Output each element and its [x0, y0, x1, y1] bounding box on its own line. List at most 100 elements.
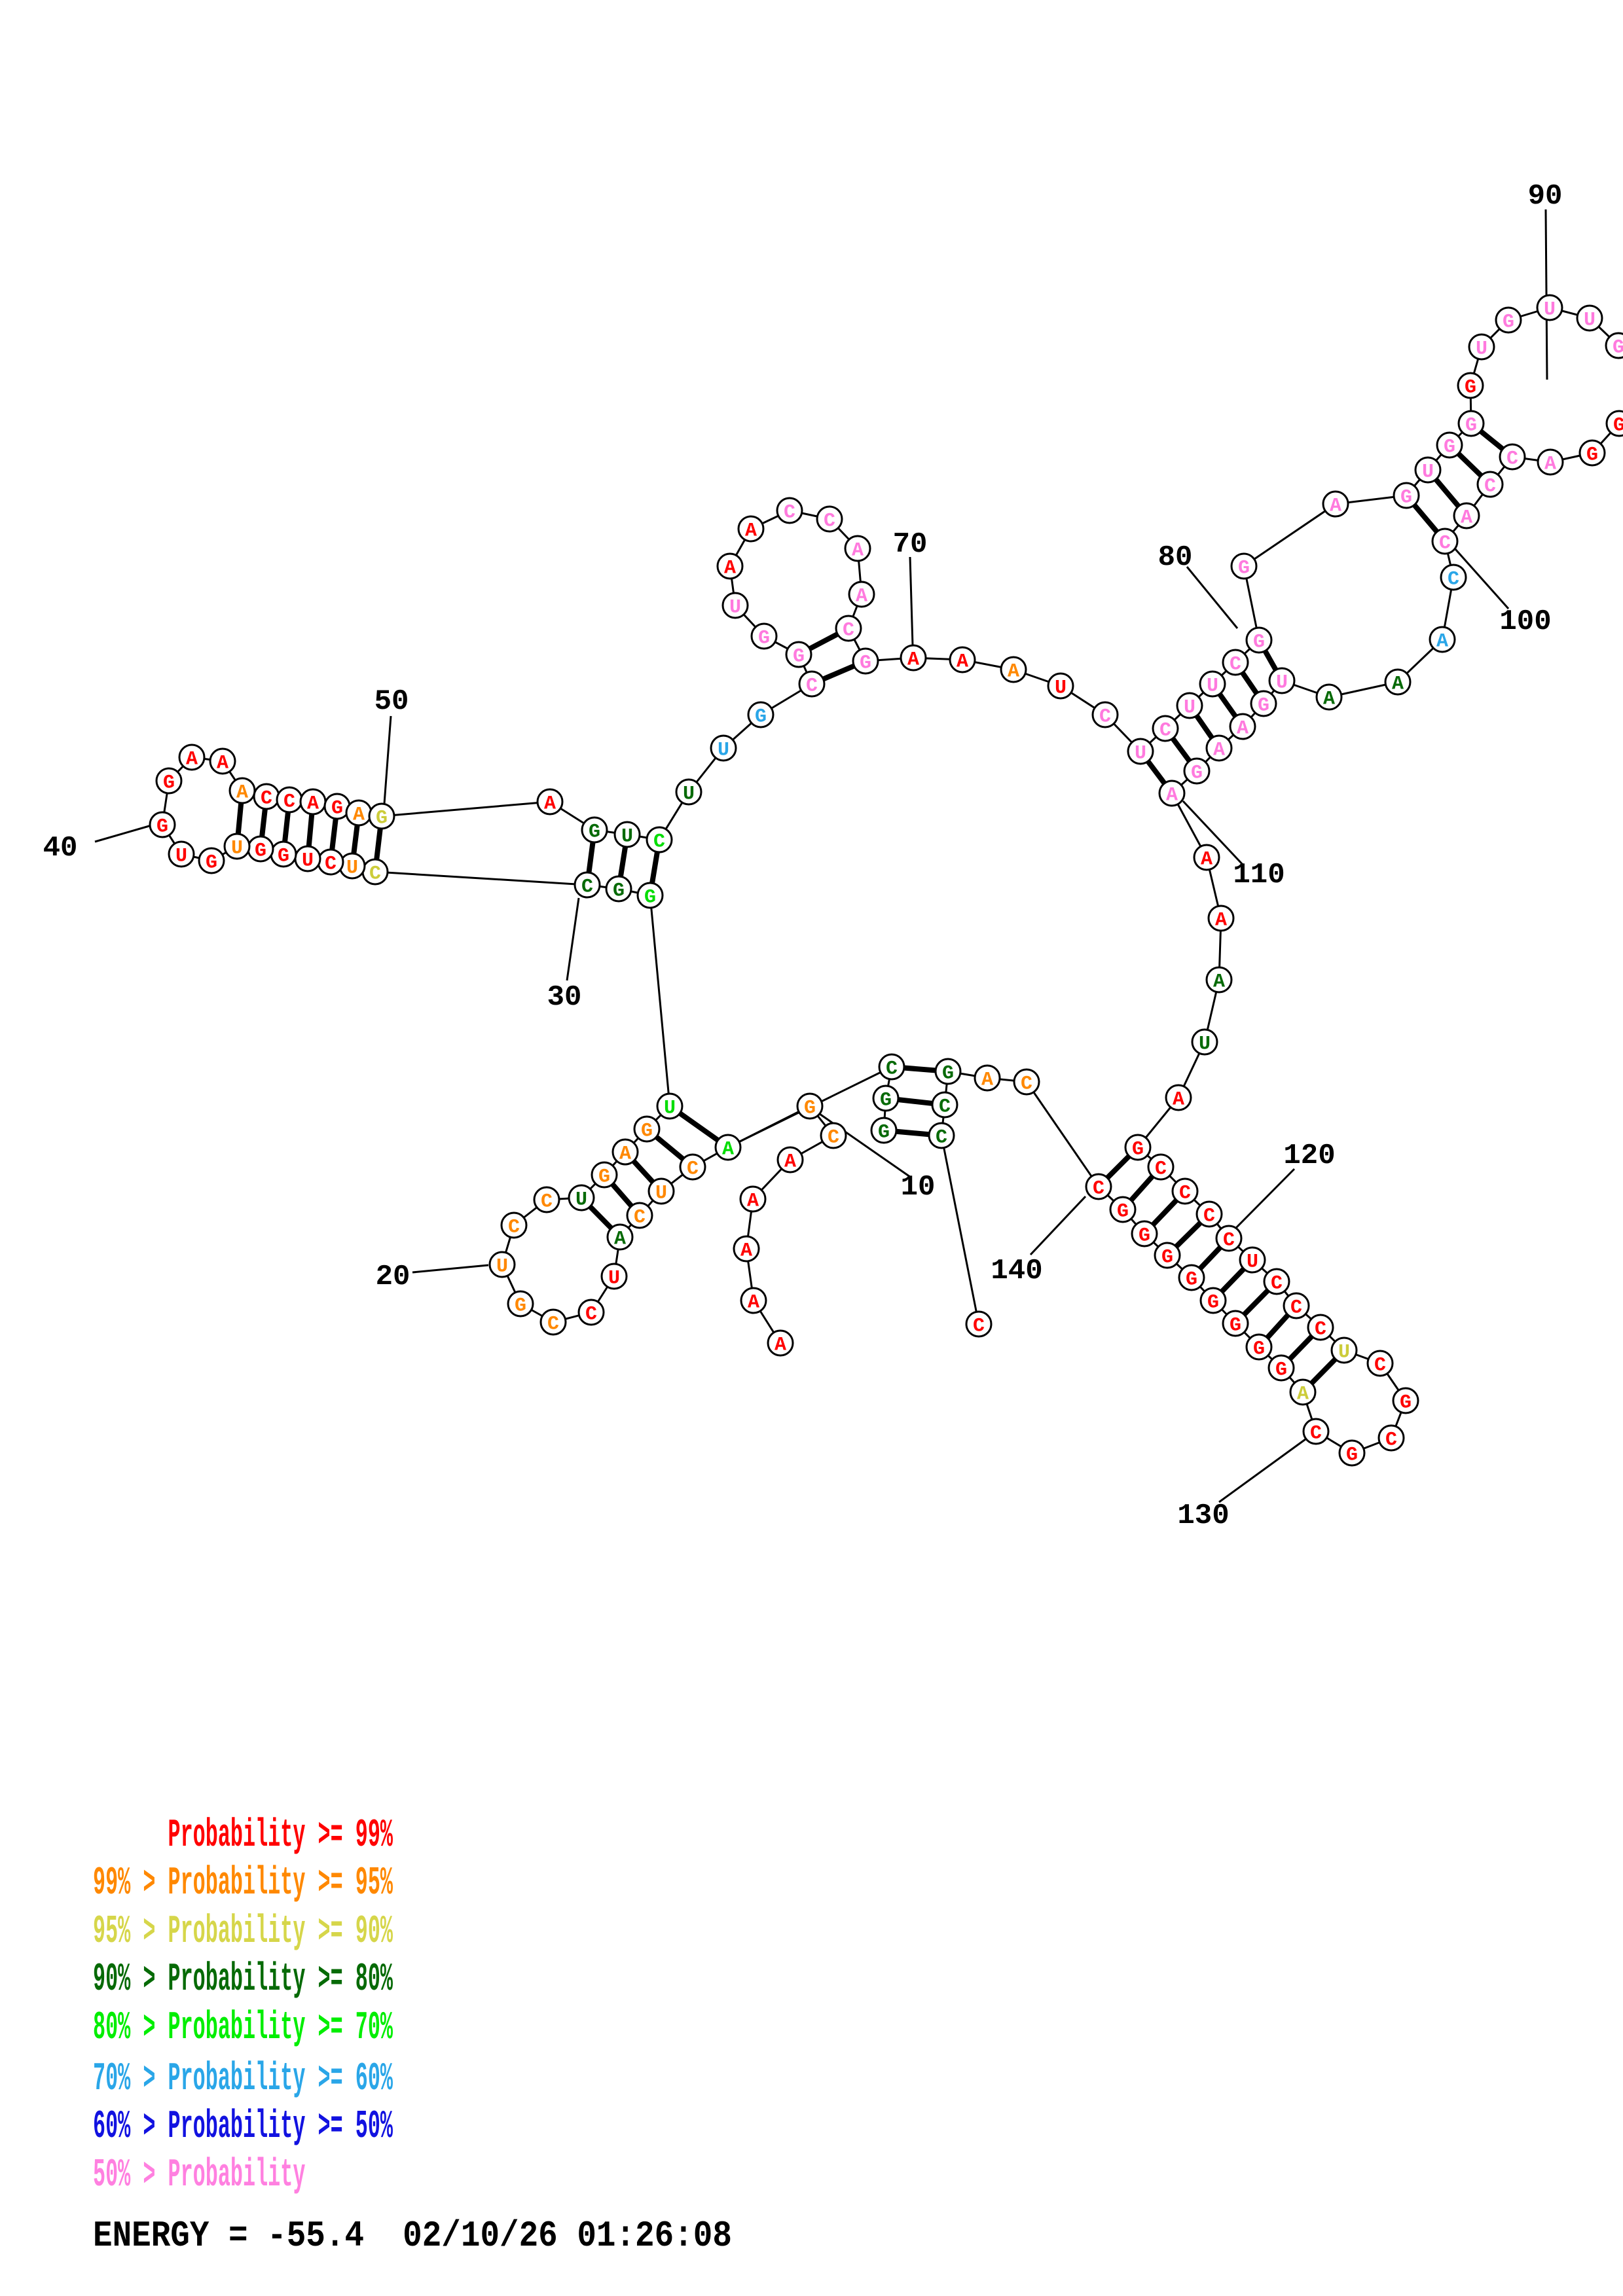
- nucleotide-circle: [1245, 1333, 1273, 1361]
- nucleotide-circle: [1457, 372, 1484, 399]
- nucleotide-circle: [739, 1185, 767, 1213]
- nucleotide-A: A: [740, 1240, 752, 1263]
- nucleotide-circle: [1127, 738, 1154, 765]
- position-label-10: 10: [901, 1171, 936, 1204]
- nucleotide-G: G: [860, 653, 871, 675]
- nucleotide-circle: [605, 875, 632, 903]
- nucleotide-circle: [1338, 1439, 1366, 1467]
- nucleotide-U: U: [1422, 461, 1434, 484]
- nucleotide-A: A: [957, 651, 968, 673]
- nucleotide-G: G: [641, 1121, 653, 1143]
- nucleotide-C: C: [784, 502, 795, 524]
- nucleotide-U: U: [608, 1268, 620, 1290]
- nucleotide-circle: [646, 826, 673, 853]
- nucleotide-circle: [574, 871, 601, 899]
- nucleotide-circle: [1384, 668, 1412, 696]
- nucleotide-G: G: [331, 798, 343, 820]
- nucleotide-circle: [714, 1134, 742, 1161]
- position-label-line: [566, 897, 580, 981]
- nucleotide-circle: [500, 1211, 528, 1239]
- position-label-70: 70: [893, 528, 928, 561]
- nucleotide-circle: [1302, 1418, 1330, 1445]
- position-label-line: [1182, 800, 1245, 867]
- nucleotide-circle: [1605, 332, 1623, 359]
- nucleotide-G: G: [1161, 1247, 1173, 1269]
- nucleotide-U: U: [1207, 675, 1218, 698]
- backbone-link: [374, 870, 589, 886]
- legend-row-50: 60% > Probability >= 50%: [93, 2105, 393, 2149]
- nucleotide-circle: [155, 767, 183, 795]
- nucleotide-circle: [178, 744, 206, 771]
- nucleotide-G: G: [1275, 1359, 1287, 1382]
- nucleotide-C: C: [1159, 720, 1171, 742]
- position-label-line: [909, 556, 914, 646]
- legend-row-80: 90% > Probability >= 80%: [93, 1958, 393, 2002]
- nucleotide-circle: [209, 747, 236, 775]
- nucleotide-U: U: [1247, 1251, 1258, 1274]
- nucleotide-circle: [1536, 294, 1563, 321]
- nucleotide-A: A: [907, 649, 919, 672]
- nucleotide-A: A: [1544, 454, 1556, 476]
- nucleotide-G: G: [1238, 558, 1250, 580]
- nucleotide-circle: [1193, 844, 1220, 871]
- nucleotide-A: A: [1392, 673, 1404, 696]
- nucleotide-A: A: [1166, 785, 1178, 807]
- nucleotide-circle: [536, 788, 564, 816]
- nucleotide-circle: [1013, 1068, 1040, 1096]
- nucleotide-circle: [1366, 1350, 1394, 1377]
- nucleotide-A: A: [217, 753, 228, 775]
- backbone-link: [380, 800, 551, 817]
- nucleotide-A: A: [856, 586, 867, 608]
- nucleotide-G: G: [1191, 762, 1203, 785]
- position-label-20: 20: [376, 1261, 410, 1293]
- nucleotide-C: C: [886, 1058, 898, 1081]
- nucleotide-G: G: [1258, 695, 1269, 717]
- nucleotide-circle: [733, 1235, 760, 1263]
- nucleotide-circle: [1000, 656, 1027, 683]
- nucleotide-G: G: [206, 852, 217, 874]
- nucleotide-A: A: [775, 1335, 786, 1357]
- nucleotide-G: G: [278, 846, 289, 868]
- nucleotide-C: C: [1203, 1206, 1215, 1228]
- nucleotide-circle: [1154, 1242, 1181, 1269]
- nucleotide-G: G: [1346, 1444, 1358, 1467]
- nucleotide-G: G: [644, 887, 656, 909]
- nucleotide-G: G: [804, 1098, 816, 1120]
- nucleotide-U: U: [1184, 697, 1195, 719]
- nucleotide-circle: [852, 647, 879, 675]
- nucleotide-U: U: [1338, 1342, 1350, 1364]
- nucleotide-circle: [1191, 1028, 1218, 1056]
- nucleotide-C: C: [325, 853, 337, 876]
- nucleotide-C: C: [1374, 1355, 1386, 1377]
- nucleotide-A: A: [724, 558, 736, 580]
- nucleotide-G: G: [1253, 632, 1265, 654]
- nucleotide-circle: [1392, 1387, 1419, 1414]
- nucleotide-circle: [1222, 1310, 1249, 1337]
- backbone-link: [1243, 503, 1337, 567]
- nucleotide-circle: [1183, 757, 1211, 785]
- nucleotide-A: A: [1215, 910, 1227, 932]
- nucleotide-circle: [1222, 649, 1249, 676]
- nucleotide-A: A: [748, 1292, 759, 1314]
- nucleotide-G: G: [613, 880, 625, 903]
- nucleotide-circle: [1152, 715, 1179, 742]
- nucleotide-A: A: [353, 804, 365, 827]
- nucleotide-circle: [1499, 443, 1526, 471]
- nucleotide-C: C: [547, 1314, 559, 1336]
- nucleotide-U: U: [1476, 338, 1487, 361]
- nucleotide-A: A: [236, 782, 248, 804]
- nucleotide-circle: [581, 816, 608, 844]
- nucleotide-circle: [710, 734, 737, 762]
- nucleotide-circle: [1537, 448, 1564, 476]
- nucleotide-C: C: [1021, 1073, 1032, 1096]
- nucleotide-C: C: [1155, 1158, 1167, 1181]
- nucleotide-G: G: [1117, 1201, 1129, 1223]
- nucleotide-circle: [368, 802, 395, 830]
- nucleotide-circle: [1171, 1177, 1199, 1205]
- nucleotide-U: U: [1544, 299, 1556, 321]
- nucleotide-circle: [633, 1115, 661, 1143]
- nucleotide-circle: [1176, 692, 1203, 719]
- nucleotide-circle: [1250, 690, 1277, 717]
